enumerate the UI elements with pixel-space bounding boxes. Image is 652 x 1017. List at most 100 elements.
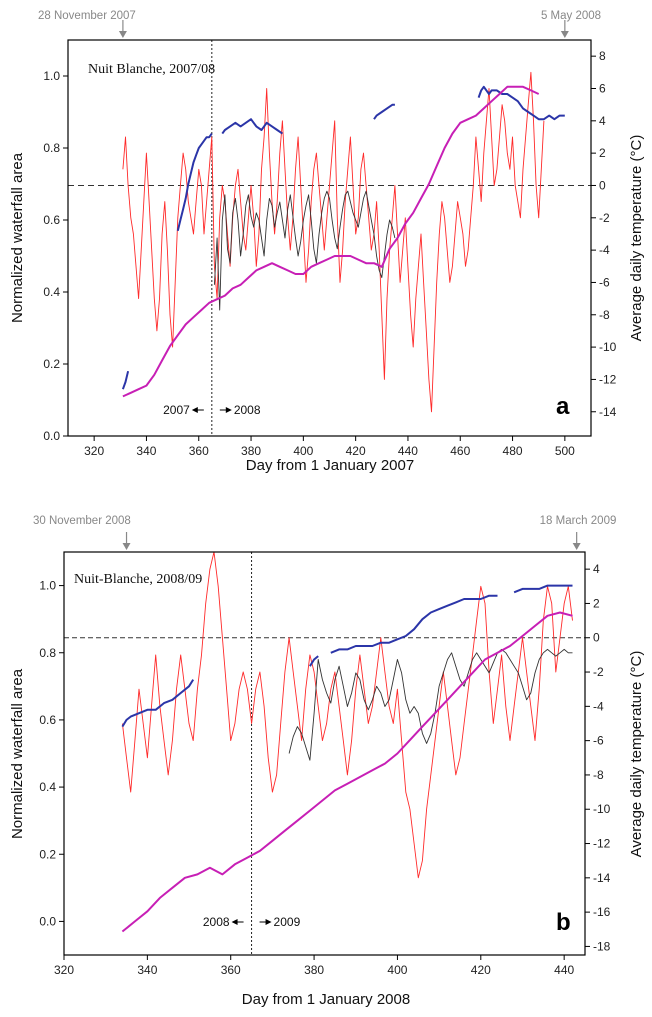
y-tick-label: 0.8 [39, 646, 56, 660]
panel-b: 30 November 2008 18 March 2009 320 340 360… [9, 515, 645, 1008]
x-tick-label: 400 [293, 444, 313, 458]
y-tick-label: 0.2 [39, 847, 56, 861]
y2-tick-label: -6 [593, 734, 604, 748]
panel-a-end-date: 5 May 2008 [541, 10, 601, 22]
x-tick-label: 360 [189, 444, 209, 458]
x-tick-label: 320 [54, 963, 74, 977]
y-tick-label: 0.4 [43, 285, 60, 299]
x-tick-label: 360 [221, 963, 241, 977]
y2-tick-label: -2 [599, 211, 610, 225]
x-tick-label: 440 [398, 444, 418, 458]
y2-tick-label: 2 [593, 596, 600, 610]
panel-a-title: Nuit Blanche, 2007/08 [88, 62, 215, 77]
y2-tick-label: 2 [599, 146, 606, 160]
x-tick-label: 440 [554, 963, 574, 977]
panel-b-title: Nuit-Blanche, 2008/09 [74, 572, 202, 587]
waterfall_blue-series-segment [373, 103, 395, 120]
panel-a-y-axis-right: -14 -12 -10 -8 -6 -4 -2 0 2 4 6 8 [591, 49, 617, 419]
y-tick-label: 0.0 [39, 914, 56, 928]
x-tick-label: 380 [304, 963, 324, 977]
waterfall_blue-series-segment [309, 655, 319, 667]
panel-a-y2-label: Average daily temperature (°C) [628, 135, 645, 342]
year-arrow-right-head [265, 919, 272, 925]
x-tick-label: 340 [136, 444, 156, 458]
date-arrow-head [122, 543, 131, 550]
date-arrow-head [560, 31, 569, 38]
panel-b-start-date: 30 November 2008 [33, 515, 131, 527]
waterfall_blue-series-segment [330, 594, 498, 654]
y-tick-label: 1.0 [39, 579, 56, 593]
x-tick-label: 460 [450, 444, 470, 458]
panel-a-start-date: 28 November 2007 [38, 10, 136, 22]
panel-a-year-arrows [191, 407, 232, 413]
y-tick-label: 0.8 [43, 141, 60, 155]
y-tick-label: 1.0 [43, 69, 60, 83]
panel-b-year-left: 2008 [203, 915, 230, 929]
year-arrow-right-head [225, 407, 232, 413]
y2-tick-label: -16 [593, 905, 611, 919]
panel-b-y-axis-left: 0.0 0.2 0.4 0.6 0.8 1.0 [39, 579, 64, 928]
panel-b-y-axis-right: -18 -16 -14 -12 -10 -8 -6 -4 -2 0 2 4 [585, 562, 611, 953]
waterfall_blue-series-segment [121, 679, 195, 728]
panel-a-reference-lines [68, 40, 591, 436]
x-tick-label: 320 [84, 444, 104, 458]
y-tick-label: 0.2 [43, 357, 60, 371]
y2-tick-label: -6 [599, 275, 610, 289]
y2-tick-label: 8 [599, 49, 606, 63]
panel-b-date-arrows [122, 532, 581, 550]
panel-b-end-date: 18 March 2009 [540, 515, 617, 527]
y2-tick-label: -8 [599, 308, 610, 322]
waterfall_blue-series-segment [176, 133, 213, 232]
x-tick-label: 420 [346, 444, 366, 458]
y2-tick-label: -10 [599, 340, 617, 354]
year-arrow-left-head [231, 919, 238, 925]
panel-a-y-axis-left: 0.0 0.2 0.4 0.6 0.8 1.0 [43, 69, 68, 443]
y-tick-label: 0.6 [43, 213, 60, 227]
y2-tick-label: 4 [599, 114, 606, 128]
cumulative-series [121, 611, 573, 933]
temperature-series [122, 71, 545, 413]
panel-b-series [121, 551, 573, 933]
x-tick-label: 480 [503, 444, 523, 458]
y-tick-label: 0.6 [39, 713, 56, 727]
waterfall_blue-series-segment [221, 118, 283, 135]
y2-tick-label: -14 [593, 871, 611, 885]
x-tick-label: 340 [137, 963, 157, 977]
y2-tick-label: -2 [593, 665, 604, 679]
y-tick-label: 0.4 [39, 780, 56, 794]
waterfall_blue-series-segment [513, 584, 573, 594]
panel-b-x-label: Day from 1 January 2008 [242, 991, 410, 1008]
temperature-series [121, 551, 573, 879]
y-tick-label: 0.0 [43, 429, 60, 443]
panel-a-letter: a [556, 393, 570, 420]
y2-tick-label: -12 [599, 372, 617, 386]
waterfall_black-series [288, 648, 573, 761]
y2-tick-label: -12 [593, 837, 611, 851]
panel-b-x-axis: 320 340 360 380 400 420 440 [54, 955, 574, 977]
y2-tick-label: -4 [593, 699, 604, 713]
waterfall_black-series [213, 190, 396, 311]
y2-tick-label: -10 [593, 802, 611, 816]
y2-tick-label: 0 [593, 631, 600, 645]
waterfall_blue-series-segment [121, 370, 130, 390]
panel-b-year-right: 2009 [274, 915, 301, 929]
year-arrow-left-head [191, 407, 198, 413]
y2-tick-label: 6 [599, 81, 606, 95]
y2-tick-label: 0 [599, 178, 606, 192]
panel-a-x-axis: 320 340 360 380 400 420 440 460 480 500 [84, 436, 575, 458]
y2-tick-label: -14 [599, 405, 617, 419]
panel-b-y2-label: Average daily temperature (°C) [628, 651, 645, 858]
panel-b-letter: b [556, 909, 571, 936]
panel-a: 28 November 2007 5 May 2008 320 340 360 380… [9, 10, 645, 474]
panel-a-x-label: Day from 1 January 2007 [246, 457, 414, 474]
panel-b-plot-frame [63, 551, 586, 956]
cumulative-series [122, 85, 540, 398]
waterfall_blue-series-segment [477, 85, 565, 121]
panel-a-year-left: 2007 [163, 403, 190, 417]
date-arrow-head [572, 543, 581, 550]
date-arrow-head [118, 31, 127, 38]
x-tick-label: 420 [471, 963, 491, 977]
panel-a-y-label: Normalized waterfall area [9, 152, 26, 323]
y2-tick-label: -18 [593, 939, 611, 953]
